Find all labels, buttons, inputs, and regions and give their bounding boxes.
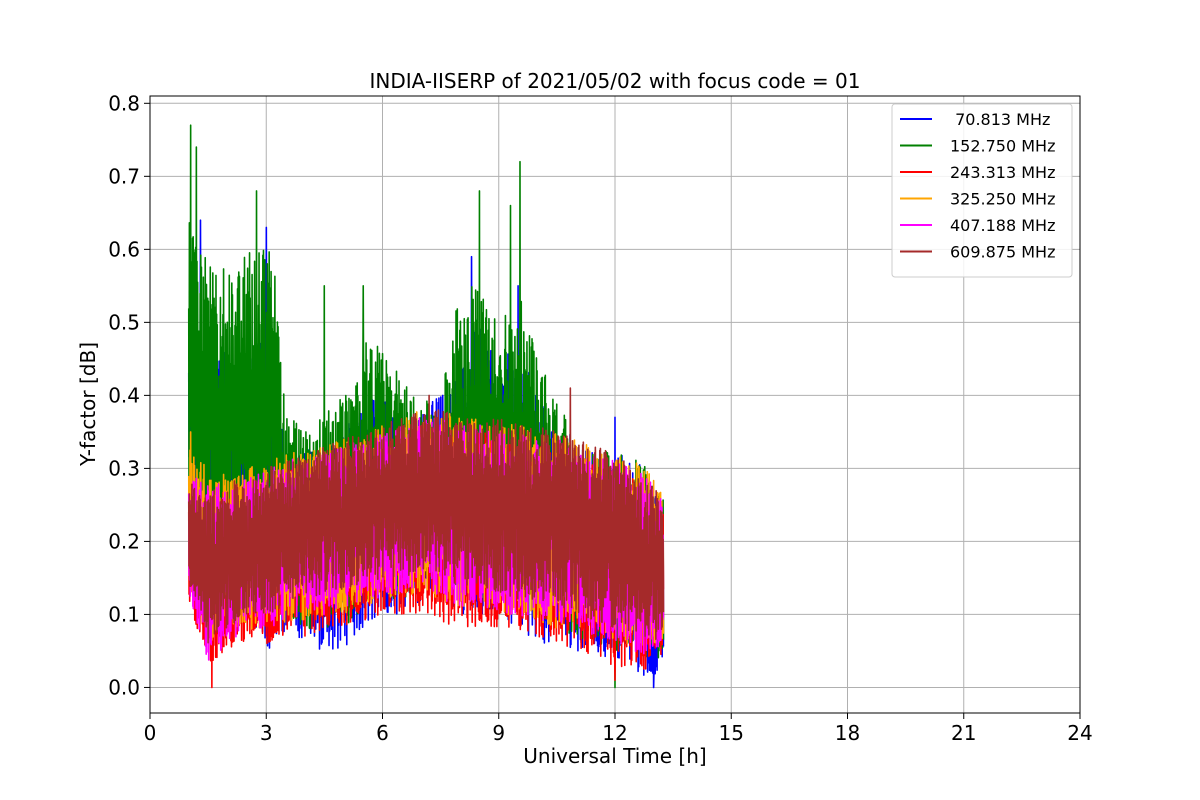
legend-label: 407.188 MHz xyxy=(950,216,1055,235)
y-tick-label: 0.8 xyxy=(108,91,140,115)
x-tick-label: 18 xyxy=(835,721,860,745)
y-tick-label: 0.0 xyxy=(108,675,140,699)
x-tick-label: 15 xyxy=(719,721,744,745)
x-tick-label: 12 xyxy=(602,721,627,745)
y-tick-label: 0.2 xyxy=(108,529,140,553)
legend-label: 609.875 MHz xyxy=(950,243,1055,262)
y-tick-label: 0.3 xyxy=(108,456,140,480)
y-tick-label: 0.1 xyxy=(108,602,140,626)
legend-box xyxy=(891,103,1073,278)
axis-ticks: 0 3 6 9 12 15 18 21 24 0.0 0.1 0.2 0.3 0.4 0.5 0.6 0.7 0.… xyxy=(108,91,1093,745)
legend: 70.813 MHz 152.750 MHz 243.313 MHz 325.250 … xyxy=(891,103,1073,278)
series-line xyxy=(187,387,665,644)
legend-label: 243.313 MHz xyxy=(950,163,1055,182)
chart-title: INDIA-IISERP of 2021/05/02 with focus co… xyxy=(370,69,861,93)
y-axis-label: Y-factor [dB] xyxy=(76,342,100,467)
x-tick-label: 0 xyxy=(144,721,157,745)
series-lines xyxy=(187,124,665,689)
x-tick-label: 3 xyxy=(260,721,273,745)
legend-label: 70.813 MHz xyxy=(950,110,1050,129)
y-tick-label: 0.7 xyxy=(108,164,140,188)
y-tick-label: 0.5 xyxy=(108,310,140,334)
x-tick-label: 6 xyxy=(376,721,389,745)
x-tick-label: 9 xyxy=(492,721,505,745)
x-axis-label: Universal Time [h] xyxy=(523,744,706,768)
x-tick-label: 24 xyxy=(1067,721,1092,745)
legend-label: 152.750 MHz xyxy=(950,137,1055,156)
legend-label: 325.250 MHz xyxy=(950,190,1055,209)
y-tick-label: 0.4 xyxy=(108,383,140,407)
y-tick-label: 0.6 xyxy=(108,237,140,261)
x-tick-label: 21 xyxy=(951,721,976,745)
